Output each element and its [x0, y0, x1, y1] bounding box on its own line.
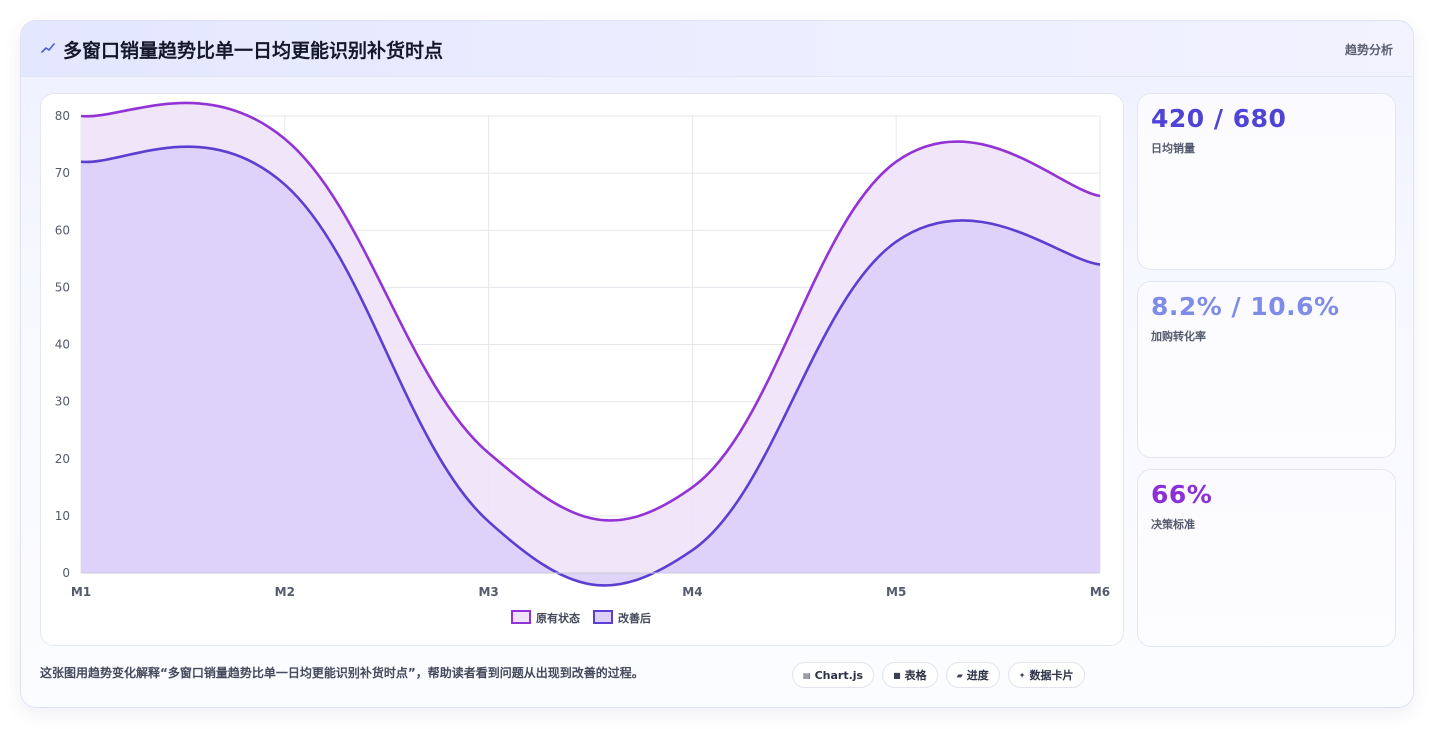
series-area-1 [81, 146, 1100, 586]
x-tick-label: M1 [71, 585, 91, 599]
y-tick-label: 20 [55, 452, 70, 466]
x-tick-label: M6 [1090, 585, 1110, 599]
stat-label: 加购转化率 [1151, 330, 1206, 343]
stat-card-daily-sales: 420 / 680 日均销量 [1137, 93, 1396, 270]
x-tick-label: M4 [682, 585, 702, 599]
stat-card-conversion-rate: 8.2% / 10.6% 加购转化率 [1137, 281, 1396, 458]
y-tick-label: 40 [55, 338, 70, 352]
tag-label: 进度 [966, 669, 989, 682]
legend-label: 原有状态 [536, 611, 580, 625]
legend-swatch [593, 610, 613, 624]
y-tick-label: 50 [55, 280, 70, 294]
stat-value: 66% [1151, 480, 1213, 509]
tag-chartjs[interactable]: ▤ Chart.js [792, 662, 875, 688]
table-icon: ■ [893, 670, 901, 680]
x-tick-label: M5 [886, 585, 906, 599]
progress-icon: ▰ [956, 670, 963, 680]
y-tick-label: 10 [55, 509, 70, 523]
tag-label: 数据卡片 [1029, 669, 1074, 682]
chart-card: 多窗口销量趋势比单一日均更能识别补货时点 趋势分析 0 10 20 30 40 50 60 7… [20, 20, 1414, 708]
chart-panel: 0 10 20 30 40 50 60 70 80 M1 M2 M3 M4 M5 M6 原有状态 改善后 [40, 93, 1124, 646]
y-tick-label: 80 [55, 109, 70, 123]
x-tick-label: M2 [275, 585, 295, 599]
tag-label: 表格 [904, 669, 927, 682]
y-tick-label: 30 [55, 395, 70, 409]
stat-value: 8.2% / 10.6% [1151, 292, 1340, 321]
legend-swatch [511, 610, 531, 624]
x-tick-label: M3 [478, 585, 498, 599]
stat-card-decision-standard: 66% 决策标准 [1137, 469, 1396, 647]
y-tick-label: 60 [55, 223, 70, 237]
chart-icon: ▤ [803, 670, 811, 680]
tag-list: ▤ Chart.js ■ 表格 ▰ 进度 ✦ 数据卡片 [792, 662, 1085, 688]
area-chart: 0 10 20 30 40 50 60 70 80 M1 M2 M3 M4 M5 M6 原有状态 改善后 [55, 101, 1110, 625]
y-tick-label: 70 [55, 166, 70, 180]
legend-label: 改善后 [618, 611, 651, 625]
y-tick-label: 0 [62, 566, 70, 580]
trend-analysis-badge: 趋势分析 [1344, 43, 1393, 57]
card-header: 多窗口销量趋势比单一日均更能识别补货时点 趋势分析 [21, 21, 1413, 77]
series-line-0 [80, 101, 1101, 522]
trend-line-icon [41, 43, 55, 53]
stat-value: 420 / 680 [1151, 104, 1287, 133]
tag-data-card[interactable]: ✦ 数据卡片 [1007, 662, 1085, 688]
stat-label: 日均销量 [1151, 142, 1195, 155]
sparkle-icon: ✦ [1018, 670, 1026, 680]
page-title: 多窗口销量趋势比单一日均更能识别补货时点 [63, 40, 444, 62]
tag-progress[interactable]: ▰ 进度 [945, 662, 1000, 688]
chart-caption: 这张图用趋势变化解释“多窗口销量趋势比单一日均更能识别补货时点”，帮助读者看到问… [40, 666, 644, 680]
series-line-1 [80, 145, 1101, 587]
tag-table[interactable]: ■ 表格 [882, 662, 938, 688]
stat-label: 决策标准 [1151, 518, 1195, 531]
tag-label: Chart.js [814, 668, 864, 682]
